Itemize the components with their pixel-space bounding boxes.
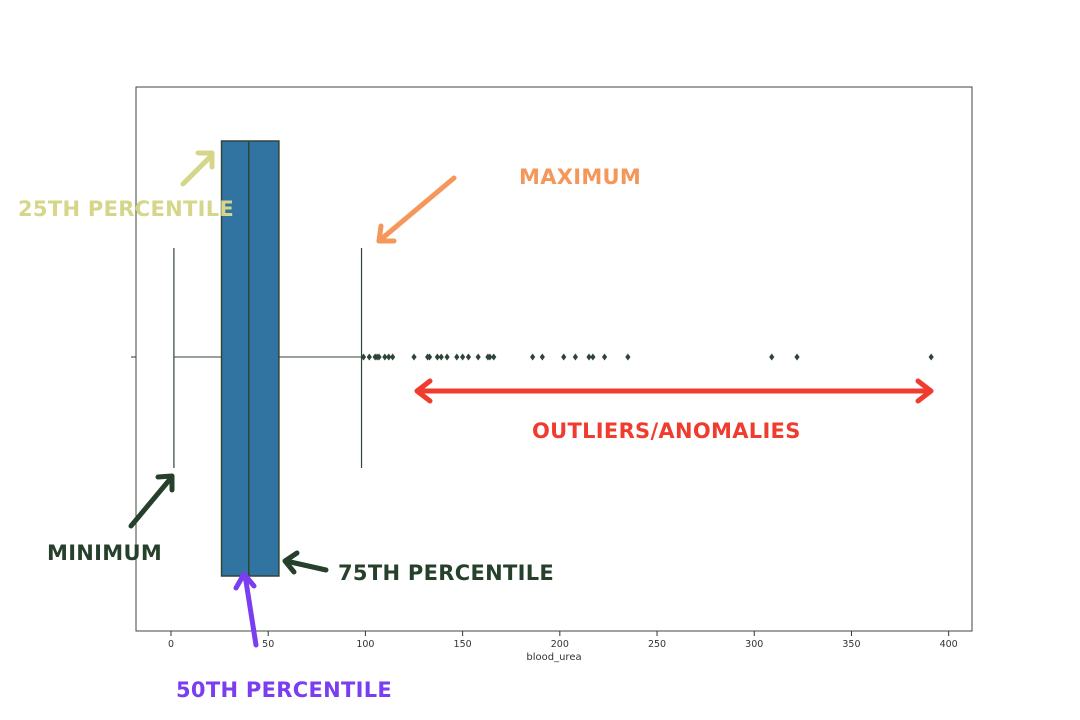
arrow-minimum <box>128 473 175 529</box>
arrow-50th-percentile <box>233 571 259 648</box>
label-75th-percentile: 75TH PERCENTILE <box>338 561 554 585</box>
x-tick-label: 400 <box>940 639 958 650</box>
arrow-75th-percentile <box>282 550 329 575</box>
outlier-points <box>360 353 934 361</box>
x-tick-label: 150 <box>454 639 472 650</box>
label-minimum: MINIMUM <box>47 541 162 565</box>
outlier-point <box>928 353 934 361</box>
outlier-point <box>444 353 450 361</box>
arrow-25th-percentile <box>180 150 215 187</box>
x-tick-label: 300 <box>745 639 763 650</box>
label-outliers-anomalies: OUTLIERS/ANOMALIES <box>532 419 801 443</box>
x-axis-ticks: 0 50 100 150 200 250 300 350 400 <box>168 631 958 650</box>
x-tick-label: 0 <box>168 639 174 650</box>
outlier-point <box>426 353 433 361</box>
outlier-point <box>360 353 367 361</box>
x-tick-label: 250 <box>648 639 666 650</box>
x-axis-label: blood_urea <box>526 652 581 663</box>
outlier-point <box>454 353 460 361</box>
outlier-point <box>530 353 536 361</box>
outlier-point <box>438 353 444 361</box>
outlier-point <box>601 353 608 361</box>
x-tick-label: 350 <box>842 639 860 650</box>
plot-frame <box>135 86 973 632</box>
arrow-outliers-range <box>414 378 934 404</box>
outlier-point <box>390 353 396 361</box>
outlier-point <box>382 353 388 361</box>
outlier-point <box>460 353 466 361</box>
outlier-point <box>434 353 440 361</box>
outlier-point <box>561 353 567 361</box>
outlier-point <box>625 353 631 361</box>
outlier-point <box>590 353 596 361</box>
outlier-point <box>769 353 775 361</box>
outlier-point <box>465 353 472 361</box>
label-25th-percentile: 25TH PERCENTILE <box>18 197 234 221</box>
outlier-point <box>487 353 493 361</box>
x-tick-label: 200 <box>551 639 569 650</box>
outlier-point <box>475 353 481 361</box>
outlier-point <box>376 353 382 361</box>
arrow-maximum <box>376 175 457 244</box>
label-50th-percentile: 50TH PERCENTILE <box>176 678 392 702</box>
box-plot <box>173 140 363 577</box>
x-tick-label: 50 <box>262 639 274 650</box>
outlier-point <box>586 353 592 361</box>
outlier-point <box>539 353 545 361</box>
x-tick-label: 100 <box>356 639 374 650</box>
outlier-point <box>411 353 417 361</box>
iqr-box <box>220 140 280 577</box>
outlier-point <box>366 353 372 361</box>
outlier-point <box>572 353 578 361</box>
outlier-point <box>386 353 392 361</box>
outlier-point <box>794 353 800 361</box>
label-maximum: MAXIMUM <box>519 165 641 189</box>
outlier-point <box>491 353 497 361</box>
